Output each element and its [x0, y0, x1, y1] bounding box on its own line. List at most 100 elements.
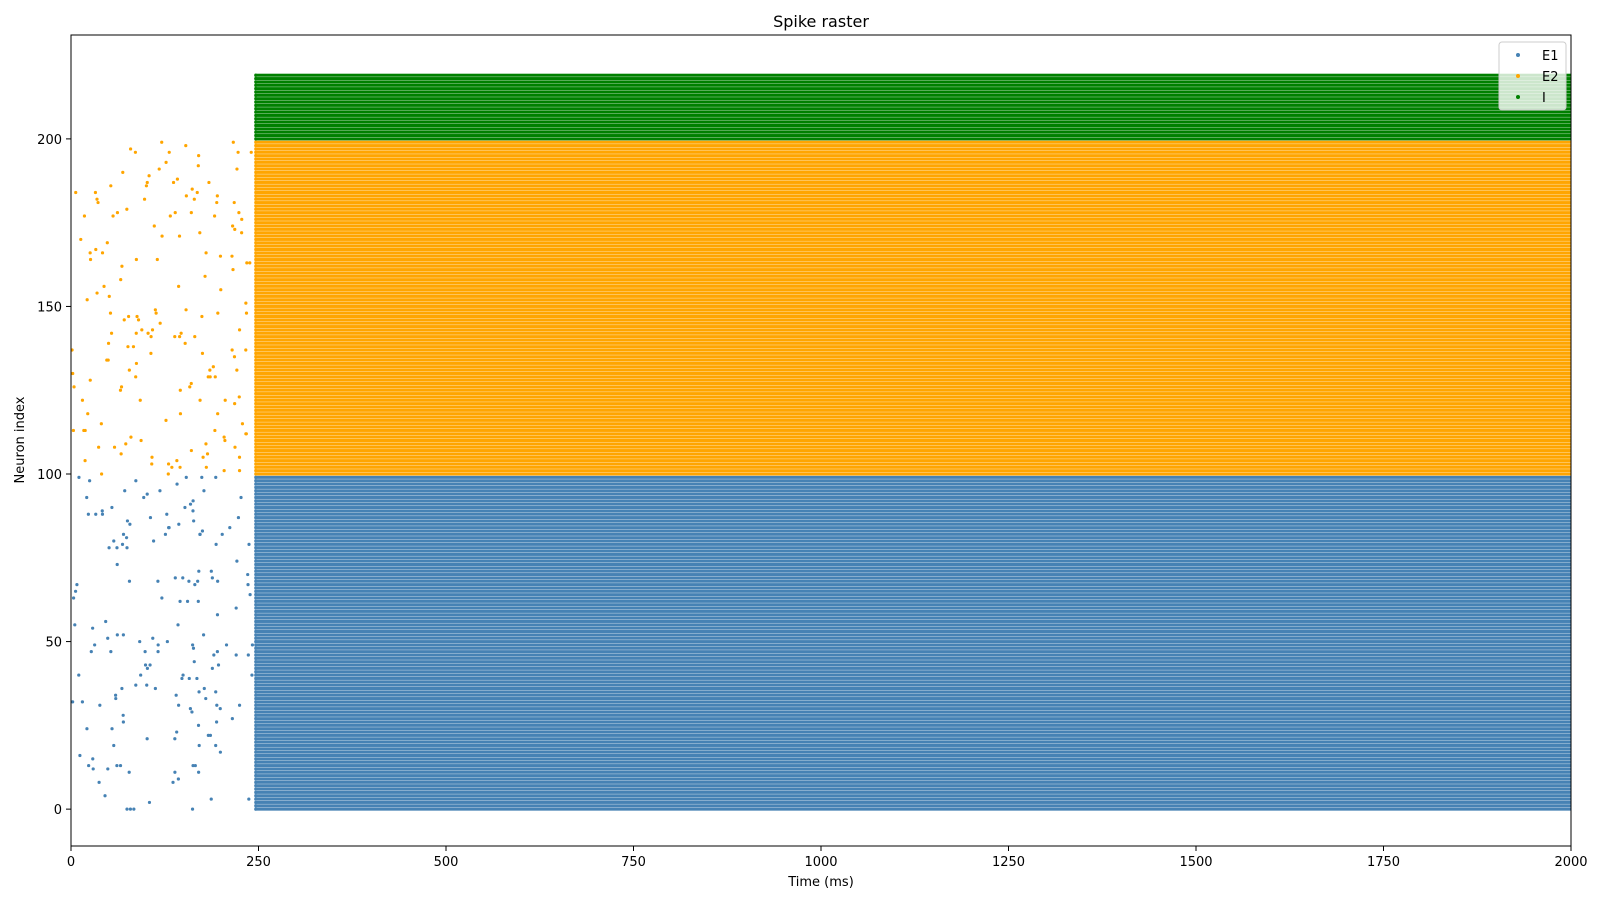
spike-dot — [254, 123, 258, 128]
spike-dot — [168, 214, 172, 218]
spike-dot — [254, 237, 258, 242]
spike-dot — [93, 643, 97, 647]
spike-dot — [254, 720, 258, 724]
spike-dot — [237, 211, 241, 215]
spike-dot — [127, 770, 131, 774]
spike-dot — [247, 542, 251, 546]
spike-dot — [254, 767, 258, 771]
spike-dot — [111, 214, 115, 218]
spike-dot — [248, 593, 252, 597]
spike-dot — [190, 710, 194, 714]
spike-dot — [145, 492, 149, 496]
spike-dot — [200, 475, 204, 479]
spike-train-row — [254, 224, 1571, 228]
spike-train-row — [254, 335, 1571, 339]
spike-train-row — [254, 452, 1571, 456]
spike-dot — [193, 335, 197, 339]
spike-dot — [254, 338, 258, 342]
spike-dot — [180, 676, 184, 681]
spike-dot — [254, 656, 258, 660]
spike-dot — [254, 391, 258, 396]
spike-dot — [254, 251, 258, 255]
spike-train-row — [254, 301, 1571, 305]
spike-dot — [173, 770, 177, 774]
spike-train-row — [254, 559, 1571, 563]
spike-dot — [210, 576, 214, 580]
spike-train-row — [254, 529, 1571, 533]
spike-dot — [254, 174, 258, 178]
spike-dot — [197, 154, 201, 158]
spike-dot — [195, 676, 199, 681]
spike-dot — [234, 606, 238, 610]
spike-dot — [254, 365, 258, 369]
spike-train-row — [254, 191, 1571, 195]
spike-dot — [240, 217, 244, 221]
spike-train-row — [254, 351, 1571, 355]
spike-dot — [149, 335, 153, 339]
spike-dot — [254, 257, 258, 262]
spike-dot — [254, 512, 258, 516]
spike-dot — [106, 767, 110, 771]
spike-dot — [254, 536, 258, 540]
spike-dot — [254, 140, 258, 144]
spike-dot — [254, 425, 258, 429]
spike-dot — [78, 753, 82, 758]
spike-dot — [254, 154, 258, 158]
spike-dot — [254, 90, 258, 94]
spike-dot — [254, 281, 258, 285]
spike-train-row — [254, 526, 1571, 530]
spike-dot — [254, 345, 258, 349]
spike-dot — [112, 743, 116, 748]
spike-train-row — [254, 646, 1571, 650]
spike-dot — [254, 157, 258, 161]
spike-dot — [254, 790, 258, 794]
spike-dot — [254, 737, 258, 741]
spike-dot — [237, 469, 242, 473]
spike-dot — [149, 351, 153, 355]
spike-train-row — [254, 462, 1571, 466]
spike-dot — [197, 743, 201, 748]
spike-dot — [254, 264, 258, 268]
spike-train-row — [254, 244, 1571, 248]
spike-dot — [240, 231, 244, 235]
spike-dot — [254, 113, 258, 118]
spike-dot — [254, 717, 258, 721]
spike-dot — [254, 743, 258, 748]
spike-dot — [254, 549, 258, 553]
spike-dot — [254, 76, 258, 81]
y-tick-label: 200 — [37, 133, 62, 148]
spike-train-row — [254, 747, 1571, 751]
spike-dot — [96, 200, 100, 205]
spike-dot — [254, 231, 258, 235]
spike-dot — [134, 361, 139, 366]
spike-dot — [138, 398, 142, 402]
legend-label-i: I — [1542, 91, 1546, 106]
spike-dot — [91, 626, 95, 630]
spike-train-row — [254, 710, 1571, 714]
spike-train-row — [254, 288, 1571, 292]
spike-dot — [254, 355, 258, 359]
spike-dot — [108, 311, 113, 315]
spike-train-row — [254, 77, 1571, 81]
spike-dot — [254, 609, 258, 614]
spike-dot — [254, 402, 258, 406]
spike-dot — [166, 472, 170, 476]
spike-train-row — [254, 147, 1571, 151]
spike-dot — [254, 271, 258, 275]
spike-dot — [254, 130, 258, 134]
spike-train-row — [254, 438, 1571, 443]
spike-dot — [254, 200, 258, 205]
spike-train-row — [254, 100, 1571, 104]
spike-train-row — [254, 298, 1571, 302]
spike-dot — [197, 569, 201, 573]
spike-train-row — [254, 422, 1571, 426]
spike-dot — [189, 448, 193, 453]
spike-dot — [107, 546, 111, 550]
spike-dot — [254, 180, 258, 185]
spike-dot — [214, 720, 219, 724]
spike-dot — [254, 784, 258, 788]
spike-train-row — [254, 341, 1571, 345]
spike-train-row — [254, 294, 1571, 298]
spike-dot — [195, 190, 199, 195]
spike-dot — [146, 331, 150, 335]
